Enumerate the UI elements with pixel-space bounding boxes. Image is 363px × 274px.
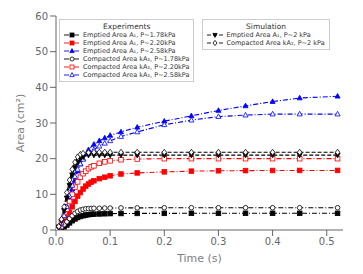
svg-text:0: 0: [42, 225, 48, 236]
svg-text:10: 10: [35, 189, 48, 200]
html-text:Experiments: Experiments: [103, 22, 151, 31]
html-text:Emptied Area A₁, P~1.78kPa: Emptied Area A₁, P~1.78kPa: [83, 31, 176, 39]
svg-text:40: 40: [35, 82, 48, 93]
svg-text:Area (cm²): Area (cm²): [14, 94, 27, 153]
html-text:Emptied Area A₁, P~2.58kPa: Emptied Area A₁, P~2.58kPa: [83, 47, 176, 55]
html-text:Compacted Area kA₂, P~1.78kPa: Compacted Area kA₂, P~1.78kPa: [83, 55, 190, 63]
svg-text:0.4: 0.4: [265, 236, 281, 247]
svg-text:0.1: 0.1: [102, 236, 118, 247]
html-text:Simulation: Simulation: [246, 22, 286, 31]
html-text:Emptied Area A₁, P~2 kPa: Emptied Area A₁, P~2 kPa: [226, 31, 311, 39]
html-text:Compacted Area kA₂, P~2 kPa: Compacted Area kA₂, P~2 kPa: [226, 39, 325, 47]
svg-text:0.2: 0.2: [156, 236, 172, 247]
svg-text:Time (s): Time (s): [176, 252, 222, 265]
svg-text:0.0: 0.0: [48, 236, 64, 247]
svg-text:20: 20: [35, 153, 48, 164]
svg-text:30: 30: [35, 118, 48, 129]
svg-text:50: 50: [35, 46, 48, 57]
html-text:Compacted Area kA₂, P~2.20kPa: Compacted Area kA₂, P~2.20kPa: [83, 63, 190, 71]
html-text:Emptied Area A₁, P~2.20kPa: Emptied Area A₁, P~2.20kPa: [83, 39, 176, 47]
svg-text:60: 60: [35, 11, 48, 22]
svg-text:0.5: 0.5: [319, 236, 335, 247]
svg-text:0.3: 0.3: [210, 236, 226, 247]
html-text:Compacted Area kA₂, P~2.58kPa: Compacted Area kA₂, P~2.58kPa: [83, 71, 190, 79]
